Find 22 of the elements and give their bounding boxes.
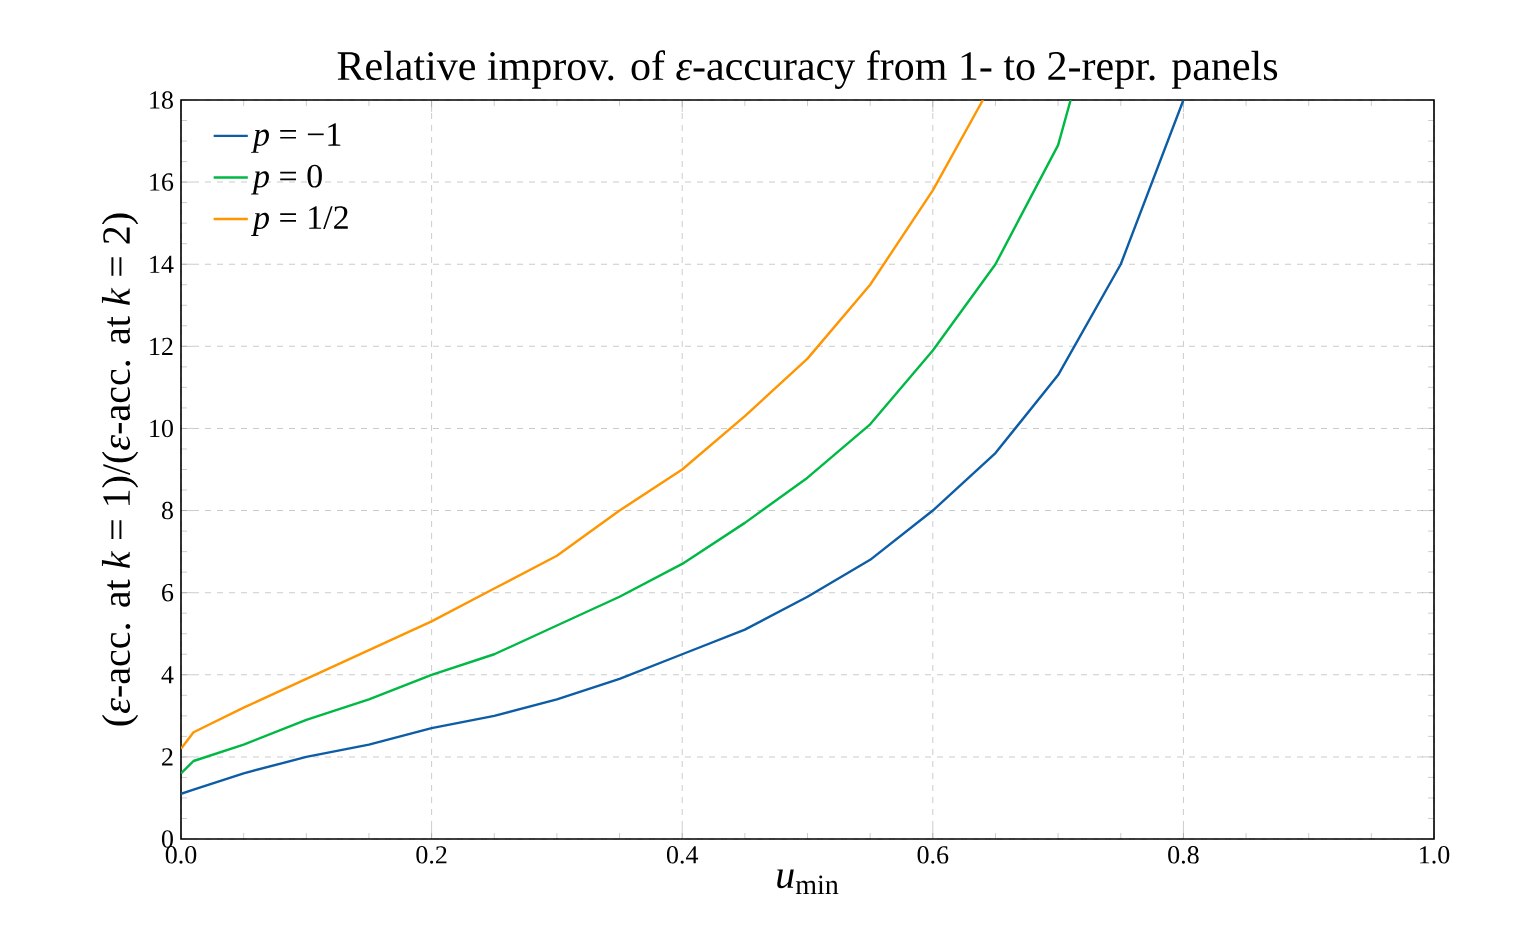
y-tick-label: 4 (161, 666, 174, 684)
legend-label: p = −1 (251, 123, 341, 153)
x-tick-label: 0.2 (416, 846, 447, 864)
y-tick-label: 6 (162, 583, 174, 602)
legend-label: p = 1/2 (251, 206, 348, 236)
chart-title: Relative improv. of ε-accuracy from 1- to 2-repr. panels (337, 50, 1278, 89)
x-tick-label: 0.8 (1168, 846, 1199, 864)
y-tick-label: 0 (161, 830, 173, 848)
y-tick-label: 2 (162, 748, 173, 766)
legend-label: p = 0 (251, 164, 322, 195)
y-tick-label: 14 (150, 255, 174, 273)
x-tick-label: 0.0 (165, 846, 197, 864)
x-tick-label: 0.4 (666, 846, 699, 864)
x-tick-label: 1.0 (1420, 846, 1450, 864)
x-axis-title: u$_{min}$ (777, 869, 839, 895)
y-tick-label: 8 (161, 501, 173, 520)
y-tick-label: 16 (150, 173, 174, 191)
y-tick-label: 18 (150, 91, 173, 109)
x-tick-label: 0.6 (917, 846, 949, 864)
y-tick-label: 12 (150, 337, 173, 355)
text: (ε-acc. at k = 1)/(ε-acc. at k = 2) (101, 213, 139, 726)
y-tick-label: 10 (150, 419, 173, 438)
